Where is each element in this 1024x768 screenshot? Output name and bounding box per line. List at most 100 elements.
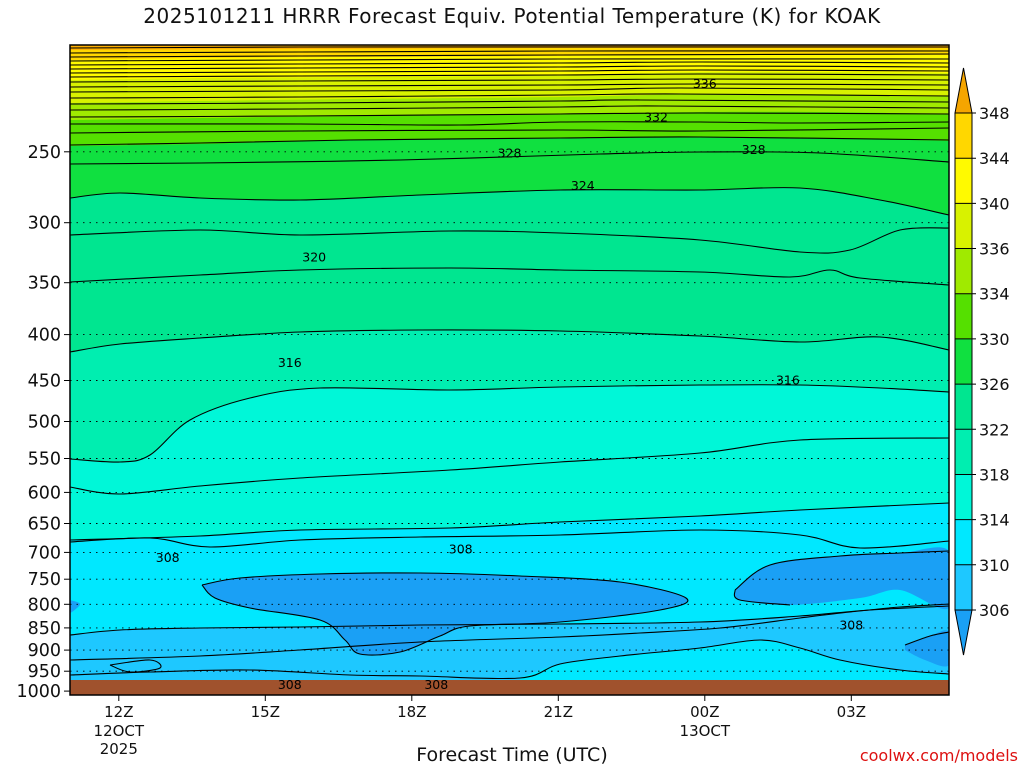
colorbar-label: 326 xyxy=(979,375,1010,394)
contour-line-5 xyxy=(70,65,949,70)
contour-line-8 xyxy=(70,78,949,83)
contour-line-7 xyxy=(70,73,949,78)
chart-title: 2025101211 HRRR Forecast Equiv. Potentia… xyxy=(143,4,881,28)
contour-line-1 xyxy=(70,50,949,54)
y-tick-label: 350 xyxy=(28,274,61,294)
contour-line-21 xyxy=(70,267,949,286)
contour-label: 320 xyxy=(302,249,326,264)
contour-line-20 xyxy=(70,227,949,254)
y-tick-label: 650 xyxy=(28,515,61,535)
contour-line-17 xyxy=(70,136,949,146)
contour-label: 332 xyxy=(644,110,668,125)
y-tick-label: 500 xyxy=(28,413,61,433)
colorbar-swatch xyxy=(955,474,972,520)
contour-line-9 xyxy=(70,83,949,88)
contour-label: 336 xyxy=(693,76,717,91)
contour-line-4 xyxy=(70,61,949,66)
contour-line-19 xyxy=(70,186,949,216)
contour-label: 316 xyxy=(776,373,800,388)
contour-line-22 xyxy=(70,329,949,353)
colorbar-swatch xyxy=(955,564,972,610)
y-tick-label: 550 xyxy=(28,450,61,470)
colorbar-label: 340 xyxy=(979,194,1010,213)
colorbar-label: 334 xyxy=(979,285,1010,304)
colorbar-label: 348 xyxy=(979,104,1010,123)
contour-line-24 xyxy=(70,437,949,495)
contour-line-26 xyxy=(70,529,949,549)
contour-line-23 xyxy=(70,384,949,463)
x-tick-label: 12Z xyxy=(104,703,133,721)
y-tick-label: 700 xyxy=(28,543,61,563)
y-tick-label: 400 xyxy=(28,326,61,346)
colorbar-swatch xyxy=(955,203,972,249)
ground-surface xyxy=(70,680,949,695)
contour-line-12 xyxy=(70,99,949,105)
contour-line-2 xyxy=(70,53,949,58)
x-date-label: 12OCT xyxy=(94,722,145,740)
low-theta-pocket-midday xyxy=(202,572,688,656)
colorbar-swatch xyxy=(955,293,972,339)
y-tick-label: 900 xyxy=(28,641,61,661)
contour-label: 328 xyxy=(742,142,766,157)
contour-line-18 xyxy=(70,151,949,165)
colorbar-swatch xyxy=(955,429,972,475)
x-date-label: 2025 xyxy=(100,740,138,758)
contour-label: 308 xyxy=(278,677,302,692)
y-tick-label: 750 xyxy=(28,570,61,590)
colorbar-swatch xyxy=(955,338,972,385)
colorbar-label: 314 xyxy=(979,511,1010,530)
contour-line-0 xyxy=(70,46,949,49)
contour-label: 328 xyxy=(498,145,522,160)
x-tick-label: 18Z xyxy=(397,703,426,721)
contour-line-25 xyxy=(70,502,949,541)
x-tick-label: 15Z xyxy=(251,703,280,721)
contour-line-15 xyxy=(70,121,949,126)
credit-link[interactable]: coolwx.com/models xyxy=(859,746,1018,765)
contour-label: 324 xyxy=(571,178,595,193)
colorbar-swatch xyxy=(955,158,972,204)
colorbar-label: 310 xyxy=(979,556,1010,575)
y-tick-label: 950 xyxy=(28,662,61,682)
colorbar-label: 322 xyxy=(979,420,1010,439)
colorbar-label: 318 xyxy=(979,466,1010,485)
colorbar-swatch xyxy=(955,519,972,565)
y-tick-label: 600 xyxy=(28,483,61,503)
plot-frame xyxy=(69,44,950,696)
low-theta-pocket-west xyxy=(70,600,81,613)
contour-line-27 xyxy=(201,572,689,656)
colorbar-label: 344 xyxy=(979,149,1010,168)
contour-line-31 xyxy=(70,605,949,636)
contour-line-14 xyxy=(70,112,949,118)
colorbar-swatch xyxy=(955,384,972,430)
colorbar-swatch xyxy=(955,113,972,159)
contour-label: 308 xyxy=(156,550,180,565)
contour-label: 308 xyxy=(449,542,473,557)
contour-line-6 xyxy=(70,69,949,74)
y-tick-label: 250 xyxy=(28,143,61,163)
colorbar-under-arrow xyxy=(954,609,973,656)
contour-line-33 xyxy=(70,639,949,680)
contour-line-29 xyxy=(733,589,791,606)
x-tick-label: 21Z xyxy=(544,703,573,721)
x-tick-label: 03Z xyxy=(837,703,866,721)
y-tick-label: 800 xyxy=(28,595,61,615)
colorbar-swatch xyxy=(955,248,972,294)
contour-label: 308 xyxy=(424,677,448,692)
contour-line-16 xyxy=(70,127,949,134)
contour-line-3 xyxy=(70,58,949,62)
x-tick-label: 00Z xyxy=(690,703,719,721)
low-theta-pocket-lower-east xyxy=(905,630,949,667)
contour-label: 308 xyxy=(839,618,863,633)
y-tick-label: 850 xyxy=(28,619,61,639)
warm-surface-pocket xyxy=(520,640,949,681)
contour-line-32 xyxy=(70,603,949,661)
colorbar-over-arrow xyxy=(954,67,973,114)
y-tick-label: 1000 xyxy=(16,682,61,702)
low-theta-pocket-east xyxy=(734,547,949,610)
x-date-label: 13OCT xyxy=(680,722,731,740)
colorbar-label: 330 xyxy=(979,330,1010,349)
x-axis-title: Forecast Time (UTC) xyxy=(416,744,608,766)
colorbar-label: 336 xyxy=(979,240,1010,259)
